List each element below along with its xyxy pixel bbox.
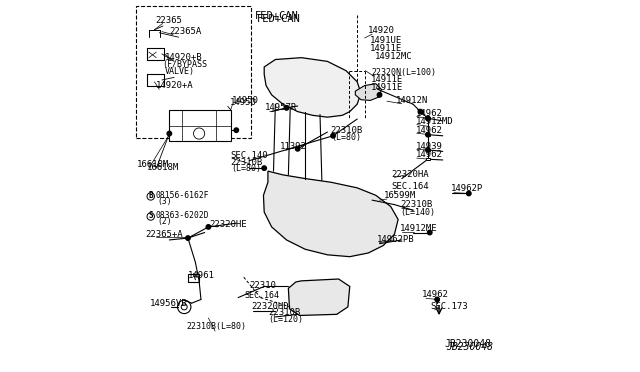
Text: (L=80): (L=80) [232, 164, 262, 173]
Text: SEC.164: SEC.164 [244, 291, 279, 300]
PathPatch shape [289, 279, 349, 315]
Text: 22365: 22365 [156, 16, 182, 25]
Text: 14962: 14962 [416, 150, 443, 159]
Text: (2): (2) [157, 217, 172, 226]
Text: SEC.140: SEC.140 [230, 151, 268, 160]
Text: 14950: 14950 [232, 96, 259, 105]
Text: 22365A: 22365A [170, 27, 202, 36]
Circle shape [284, 106, 289, 110]
Text: SEC.173: SEC.173 [431, 302, 468, 311]
Bar [418, 110, 422, 113]
Bar [426, 149, 430, 151]
Text: (L=140): (L=140) [400, 208, 435, 217]
Text: 14911E: 14911E [371, 83, 404, 92]
Text: (L=120): (L=120) [268, 315, 303, 324]
Text: 14912MC: 14912MC [375, 52, 413, 61]
PathPatch shape [264, 171, 398, 257]
Circle shape [234, 128, 239, 132]
Text: 22310B: 22310B [268, 308, 300, 317]
Text: JB230048: JB230048 [445, 339, 492, 349]
Text: 22320HD: 22320HD [251, 302, 289, 311]
Text: 22365+A: 22365+A [145, 230, 183, 239]
Text: 16618M: 16618M [147, 163, 179, 172]
Text: 14962: 14962 [416, 126, 443, 135]
Text: 14962: 14962 [416, 109, 443, 118]
Text: 14911E: 14911E [371, 76, 404, 84]
PathPatch shape [355, 84, 381, 100]
Text: 14939: 14939 [416, 142, 443, 151]
Text: 14912N: 14912N [396, 96, 429, 105]
Text: 1491UE: 1491UE [369, 36, 402, 45]
Circle shape [186, 236, 190, 240]
Text: FED+CAN: FED+CAN [257, 14, 301, 24]
Text: 22320HA: 22320HA [392, 170, 429, 179]
Text: S: S [148, 211, 153, 220]
Text: 14962: 14962 [422, 291, 449, 299]
Text: 14962P: 14962P [451, 185, 484, 193]
Text: 22320HE: 22320HE [209, 220, 247, 229]
Text: 16618M: 16618M [137, 160, 169, 169]
Text: 14950: 14950 [230, 98, 257, 107]
Circle shape [296, 147, 300, 151]
Circle shape [167, 131, 172, 136]
Bar [188, 274, 199, 282]
Text: 16599M: 16599M [384, 191, 416, 200]
Circle shape [331, 134, 335, 138]
Text: VALVE): VALVE) [164, 67, 195, 76]
Text: 14957R: 14957R [265, 103, 297, 112]
Text: 08156-6162F: 08156-6162F [156, 191, 209, 200]
Text: 14956VB: 14956VB [150, 299, 188, 308]
Circle shape [378, 93, 381, 97]
Text: 14962PB: 14962PB [376, 235, 414, 244]
Bar [426, 134, 430, 136]
Bar [170, 110, 231, 141]
Text: 14920+A: 14920+A [156, 81, 193, 90]
Text: 08363-6202D: 08363-6202D [156, 211, 209, 220]
Circle shape [418, 109, 422, 114]
Text: (L=80): (L=80) [332, 133, 362, 142]
Text: 14911E: 14911E [369, 44, 402, 53]
Circle shape [426, 148, 430, 152]
Text: FED+CAN: FED+CAN [255, 11, 299, 21]
Text: 14961: 14961 [188, 271, 215, 280]
Text: (3): (3) [157, 197, 172, 206]
Circle shape [426, 132, 430, 137]
Text: 14912ME: 14912ME [400, 224, 438, 233]
Text: 22310: 22310 [250, 281, 276, 290]
PathPatch shape [264, 58, 361, 117]
Text: 22320N(L=100): 22320N(L=100) [371, 68, 436, 77]
Circle shape [435, 297, 440, 302]
Text: 11392: 11392 [280, 142, 307, 151]
Text: 14920+B: 14920+B [165, 53, 202, 62]
Circle shape [426, 116, 430, 121]
Text: (F/BYPASS: (F/BYPASS [162, 60, 207, 69]
Bar [426, 117, 430, 119]
Text: 22310B: 22310B [230, 158, 262, 167]
Text: 22310B: 22310B [400, 200, 432, 209]
Bar [426, 158, 430, 160]
Text: 14912MD: 14912MD [416, 117, 454, 126]
Text: B: B [148, 191, 153, 200]
Text: 22310B(L=80): 22310B(L=80) [186, 322, 246, 331]
Text: JB230048: JB230048 [447, 341, 493, 352]
Text: SEC.164: SEC.164 [392, 182, 429, 191]
Circle shape [467, 191, 471, 196]
Bar [136, 6, 251, 138]
Text: 14920: 14920 [367, 26, 394, 35]
Text: 22310B: 22310B [330, 126, 363, 135]
Circle shape [428, 230, 432, 235]
Circle shape [262, 166, 266, 170]
Circle shape [206, 225, 211, 229]
